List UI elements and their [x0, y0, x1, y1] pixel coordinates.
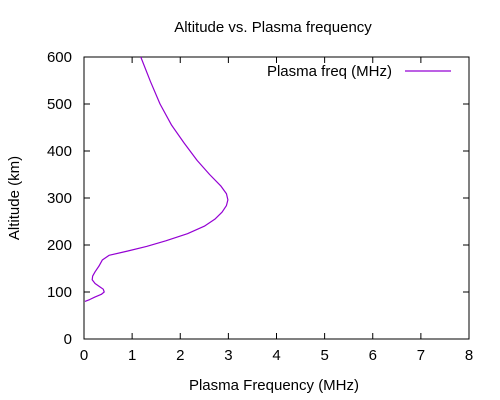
x-tick-label: 5 [320, 347, 328, 364]
series-line [84, 56, 229, 302]
x-tick-labels: 0 1 2 3 4 5 6 7 8 [80, 347, 473, 364]
x-tick-label: 4 [272, 347, 280, 364]
x-tick-label: 6 [369, 347, 377, 364]
y-tick-label: 300 [47, 190, 72, 207]
y-tick-label: 0 [64, 331, 72, 348]
y-tick-label: 600 [47, 49, 72, 66]
series-layer [84, 56, 229, 302]
x-tick-label: 2 [176, 347, 184, 364]
x-tick-label: 8 [465, 347, 473, 364]
legend-label: Plasma freq (MHz) [267, 63, 392, 80]
axis-ticks [83, 56, 470, 340]
y-axis-label: Altitude (km) [6, 156, 23, 240]
chart-title: Altitude vs. Plasma frequency [174, 19, 372, 36]
y-tick-label: 400 [47, 143, 72, 160]
x-tick-label: 3 [224, 347, 232, 364]
x-tick-label: 0 [80, 347, 88, 364]
legend: Plasma freq (MHz) [267, 63, 451, 80]
y-tick-labels: 0 100 200 300 400 500 600 [47, 49, 72, 348]
plot-frame [83, 56, 470, 340]
x-tick-label: 7 [417, 347, 425, 364]
y-tick-label: 100 [47, 284, 72, 301]
x-axis-label: Plasma Frequency (MHz) [189, 377, 359, 394]
y-tick-label: 500 [47, 96, 72, 113]
y-tick-label: 200 [47, 237, 72, 254]
x-tick-label: 1 [128, 347, 136, 364]
